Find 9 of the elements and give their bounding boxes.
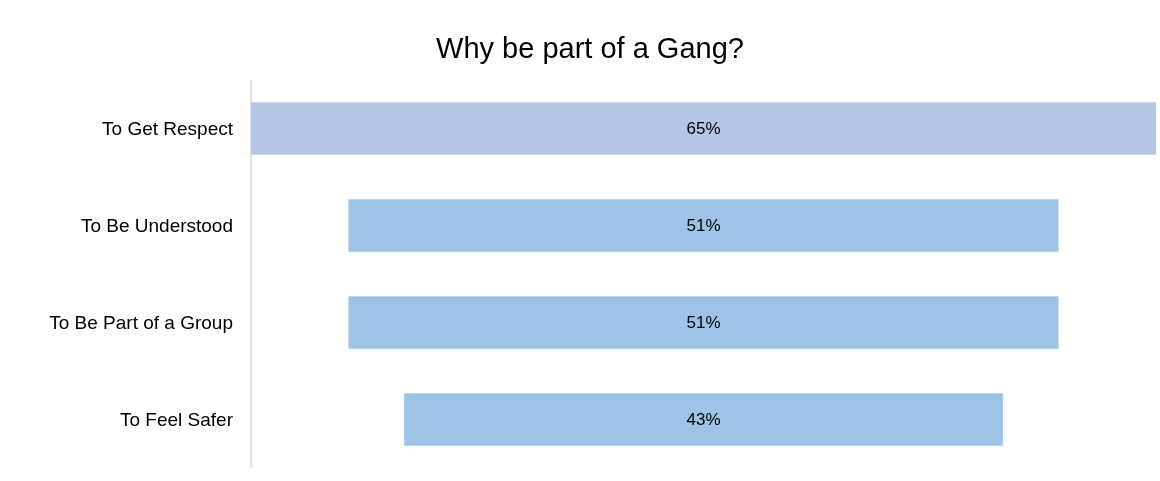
category-label: To Be Part of a Group <box>49 312 233 333</box>
category-label: To Be Understood <box>80 215 233 236</box>
category-label: To Get Respect <box>102 118 234 139</box>
text: Why be part of a Gang? <box>436 32 744 64</box>
data-label: 51% <box>686 313 721 332</box>
data-label: 43% <box>686 410 721 429</box>
data-label: 51% <box>686 216 721 235</box>
category-label: To Feel Safer <box>120 409 234 430</box>
data-label: 65% <box>686 119 721 138</box>
